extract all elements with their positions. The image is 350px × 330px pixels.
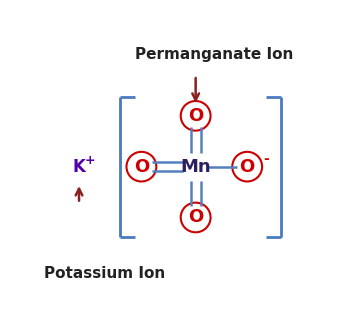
Text: Potassium Ion: Potassium Ion — [44, 266, 165, 281]
Text: O: O — [188, 107, 203, 125]
Text: +: + — [85, 154, 96, 167]
Text: Permanganate Ion: Permanganate Ion — [135, 47, 294, 62]
Text: Mn: Mn — [180, 158, 211, 176]
Text: K: K — [72, 158, 85, 176]
Text: O: O — [239, 158, 255, 176]
Text: O: O — [134, 158, 149, 176]
Text: -: - — [263, 152, 269, 166]
Text: O: O — [188, 209, 203, 226]
